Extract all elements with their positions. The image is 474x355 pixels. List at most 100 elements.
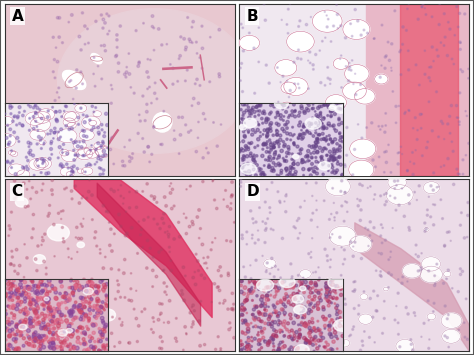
Point — [281, 343, 288, 349]
Point — [311, 125, 319, 130]
Point — [244, 294, 251, 300]
Point — [73, 335, 81, 341]
Point — [457, 210, 465, 215]
Circle shape — [294, 305, 306, 314]
Point — [31, 340, 39, 346]
Point — [249, 324, 257, 330]
Point — [87, 147, 94, 153]
Point — [79, 317, 87, 322]
Point — [255, 103, 263, 109]
Point — [266, 339, 273, 345]
Point — [149, 254, 157, 260]
Point — [255, 347, 263, 353]
Point — [445, 267, 452, 273]
Point — [237, 21, 245, 27]
Point — [271, 320, 279, 325]
Point — [453, 166, 461, 172]
Point — [335, 102, 343, 108]
Point — [9, 254, 16, 260]
Point — [314, 137, 322, 143]
Circle shape — [255, 119, 281, 138]
Point — [30, 114, 37, 120]
Circle shape — [86, 149, 99, 158]
Point — [283, 158, 290, 164]
Point — [21, 299, 28, 304]
Point — [5, 321, 13, 327]
Circle shape — [66, 171, 74, 177]
Point — [228, 192, 236, 198]
Point — [66, 326, 73, 332]
Point — [273, 129, 281, 134]
Point — [17, 277, 25, 283]
Point — [49, 332, 56, 338]
Point — [20, 311, 28, 316]
Point — [318, 155, 325, 161]
Point — [217, 122, 225, 127]
Point — [268, 324, 276, 329]
Point — [4, 332, 12, 338]
Point — [318, 330, 326, 336]
Point — [133, 204, 140, 210]
Point — [283, 154, 290, 159]
Point — [294, 144, 301, 149]
Point — [303, 129, 311, 135]
Point — [2, 308, 9, 313]
Point — [265, 155, 273, 160]
Point — [85, 297, 92, 302]
Point — [375, 250, 383, 256]
Point — [265, 80, 273, 86]
Point — [320, 102, 328, 108]
Point — [296, 132, 304, 137]
Point — [24, 166, 31, 172]
Point — [189, 321, 197, 327]
Point — [92, 283, 100, 289]
Point — [187, 39, 194, 44]
Point — [302, 323, 310, 329]
Circle shape — [57, 129, 77, 143]
Point — [51, 287, 59, 293]
Point — [7, 294, 14, 300]
Point — [18, 331, 26, 337]
Point — [112, 296, 119, 302]
Point — [425, 345, 433, 351]
Point — [357, 348, 365, 353]
Circle shape — [10, 151, 18, 157]
Circle shape — [243, 118, 257, 128]
Point — [48, 152, 55, 157]
Point — [38, 135, 46, 141]
Point — [324, 298, 331, 304]
Point — [43, 291, 51, 297]
Point — [267, 103, 274, 108]
Point — [10, 337, 18, 342]
Point — [60, 239, 68, 245]
Point — [88, 143, 95, 148]
Point — [365, 243, 372, 249]
Point — [16, 263, 24, 268]
Point — [237, 338, 245, 344]
Point — [326, 264, 334, 270]
Point — [259, 317, 266, 323]
Point — [238, 278, 246, 284]
Point — [23, 285, 31, 290]
Point — [195, 100, 202, 106]
Point — [28, 322, 36, 328]
Point — [32, 283, 39, 289]
Point — [71, 316, 78, 321]
Point — [440, 11, 448, 17]
Point — [82, 341, 90, 347]
Point — [42, 323, 49, 329]
Point — [251, 336, 259, 342]
Point — [330, 102, 338, 108]
Point — [281, 310, 289, 316]
Point — [16, 121, 24, 126]
Point — [155, 249, 163, 255]
Point — [328, 300, 335, 306]
Point — [55, 301, 63, 307]
Point — [406, 159, 414, 165]
Point — [296, 168, 304, 174]
Point — [29, 212, 37, 217]
Point — [218, 273, 225, 279]
Point — [12, 336, 20, 342]
Point — [300, 124, 308, 130]
Point — [11, 178, 18, 184]
